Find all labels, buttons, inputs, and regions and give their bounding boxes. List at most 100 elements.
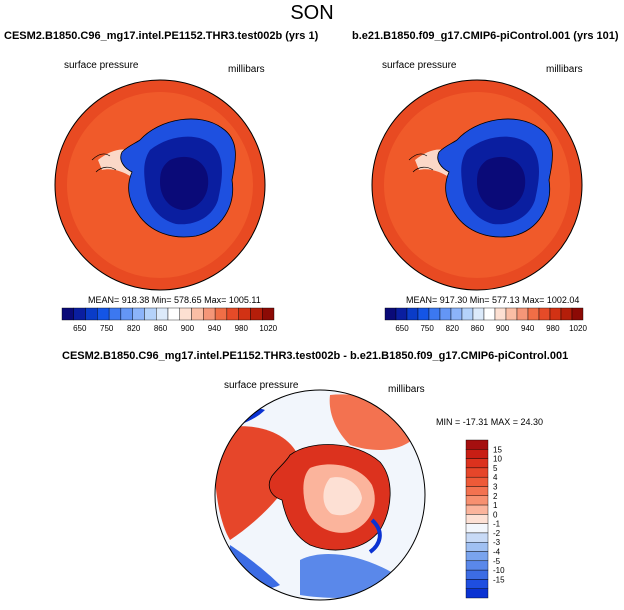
colorbar-tick-label: 650 bbox=[73, 324, 87, 333]
positive-anomaly-west bbox=[215, 426, 300, 540]
panel-1-units-label: millibars bbox=[228, 64, 265, 75]
colorbar-tick-label: 2 bbox=[493, 492, 498, 501]
colorbar-tick-label: 940 bbox=[208, 324, 222, 333]
panel-2-variable-label: surface pressure bbox=[382, 60, 457, 71]
interior-deepest bbox=[477, 156, 526, 210]
colorbar-swatch bbox=[226, 307, 239, 321]
panel-3-stats: MIN = -17.31 MAX = 24.30 bbox=[436, 417, 544, 427]
colorbar-tick-label: 1020 bbox=[569, 324, 587, 333]
colorbar-tick-label: 15 bbox=[493, 445, 502, 454]
colorbar-swatch bbox=[406, 307, 419, 321]
colorbar-tick-label: 3 bbox=[493, 482, 498, 491]
colorbar-swatch bbox=[472, 307, 485, 321]
peninsula-coast bbox=[408, 153, 434, 173]
colorbar-swatch bbox=[61, 307, 74, 321]
colorbar-tick-label: 1020 bbox=[259, 324, 277, 333]
colorbar-tick-label: 750 bbox=[420, 324, 434, 333]
colorbar-tick-label: -15 bbox=[493, 575, 505, 584]
colorbar-swatch bbox=[465, 569, 489, 580]
peninsula-coast bbox=[91, 153, 117, 173]
colorbar-tick-label: -4 bbox=[493, 548, 501, 557]
colorbar-swatch bbox=[465, 514, 489, 524]
colorbar-swatch bbox=[465, 495, 489, 506]
colorbar-swatch bbox=[465, 542, 489, 552]
colorbar-swatch bbox=[85, 307, 98, 321]
colorbar-swatch bbox=[483, 307, 496, 321]
colorbar-tick-label: 650 bbox=[395, 324, 409, 333]
panel-2-map bbox=[372, 80, 582, 290]
colorbar-tick-label: -5 bbox=[493, 557, 501, 566]
colorbar-swatch bbox=[97, 307, 110, 321]
page-title: SON bbox=[290, 2, 334, 24]
colorbar-tick-label: 900 bbox=[496, 324, 510, 333]
colorbar-tick-label: -10 bbox=[493, 566, 505, 575]
colorbar-swatch bbox=[461, 307, 474, 321]
panel-1-colorbar: 650 750 820 860 900 940 980 1020 bbox=[61, 307, 278, 333]
colorbar-swatch bbox=[516, 307, 529, 321]
panel-3-map-border bbox=[214, 389, 426, 601]
colorbar-swatch bbox=[465, 458, 489, 469]
panel-3-variable-label: surface pressure bbox=[224, 380, 299, 391]
colorbar-swatch bbox=[465, 439, 489, 450]
colorbar-tick-label: 820 bbox=[127, 324, 141, 333]
panel-2-title: b.e21.B1850.f09_g17.CMIP6-piControl.001 … bbox=[352, 30, 619, 42]
colorbar-swatch bbox=[465, 551, 489, 562]
colorbar-tick-label: 980 bbox=[235, 324, 249, 333]
colorbar-tick-label: -1 bbox=[493, 520, 501, 529]
colorbar-swatch bbox=[465, 504, 489, 515]
colorbar-swatch bbox=[439, 307, 452, 321]
colorbar-swatch bbox=[465, 579, 489, 589]
colorbar-swatch bbox=[465, 467, 489, 478]
colorbar-swatch bbox=[494, 307, 507, 321]
colorbar-swatch bbox=[450, 307, 463, 321]
colorbar-tick-label: 750 bbox=[100, 324, 114, 333]
colorbar-swatch bbox=[132, 307, 145, 321]
panel-1-map-border bbox=[54, 79, 266, 291]
coastal-negative-band bbox=[368, 518, 382, 554]
colorbar-tick-label: 980 bbox=[546, 324, 560, 333]
colorbar-swatch bbox=[144, 307, 157, 321]
colorbar-swatch bbox=[527, 307, 540, 321]
colorbar-tick-label: 1 bbox=[493, 501, 498, 510]
colorbar-swatch bbox=[465, 560, 489, 571]
colorbar-swatch bbox=[179, 307, 192, 321]
colorbar-swatch bbox=[214, 307, 228, 321]
colorbar-swatch bbox=[465, 523, 489, 534]
panel-2-units-label: millibars bbox=[546, 64, 583, 75]
colorbar-swatch bbox=[505, 307, 518, 321]
colorbar-tick-label: 5 bbox=[493, 464, 498, 473]
interior-deepest bbox=[160, 156, 209, 210]
colorbar-swatch bbox=[191, 307, 204, 321]
panel-2-colorbar: 650 750 820 860 900 940 980 1020 bbox=[384, 307, 587, 333]
colorbar-swatch bbox=[203, 307, 216, 321]
colorbar-swatch bbox=[238, 307, 251, 321]
colorbar-tick-label: 4 bbox=[493, 473, 498, 482]
colorbar-swatch bbox=[538, 307, 551, 321]
colorbar-swatch bbox=[465, 449, 489, 459]
colorbar-swatch bbox=[384, 307, 397, 321]
colorbar-swatch bbox=[465, 486, 489, 496]
colorbar-swatch bbox=[571, 307, 584, 321]
panel-3-units-label: millibars bbox=[388, 384, 425, 395]
colorbar-tick-label: 860 bbox=[471, 324, 485, 333]
colorbar-swatch bbox=[156, 307, 169, 321]
panel-3-title: CESM2.B1850.C96_mg17.intel.PE1152.THR3.t… bbox=[62, 350, 569, 362]
colorbar-tick-label: 820 bbox=[446, 324, 460, 333]
colorbar-swatch bbox=[428, 307, 441, 321]
interior-weak-anomaly bbox=[323, 477, 362, 516]
colorbar-swatch bbox=[262, 307, 275, 321]
colorbar-swatch bbox=[73, 307, 86, 321]
colorbar-swatch bbox=[465, 476, 489, 487]
panel-1-stats: MEAN= 918.38 Min= 578.65 Max= 1005.11 bbox=[88, 295, 261, 305]
colorbar-tick-label: 0 bbox=[493, 510, 498, 519]
colorbar-swatch bbox=[250, 307, 263, 321]
panel-1-title: CESM2.B1850.C96_mg17.intel.PE1152.THR3.t… bbox=[4, 30, 319, 42]
panel-2-map-border bbox=[371, 79, 583, 291]
panel-2-stats: MEAN= 917.30 Min= 577.13 Max= 1002.04 bbox=[406, 295, 580, 305]
colorbar-tick-label: 940 bbox=[521, 324, 535, 333]
colorbar-tick-label: 900 bbox=[181, 324, 195, 333]
colorbar-tick-label: -2 bbox=[493, 529, 501, 538]
colorbar-swatch bbox=[395, 307, 408, 321]
